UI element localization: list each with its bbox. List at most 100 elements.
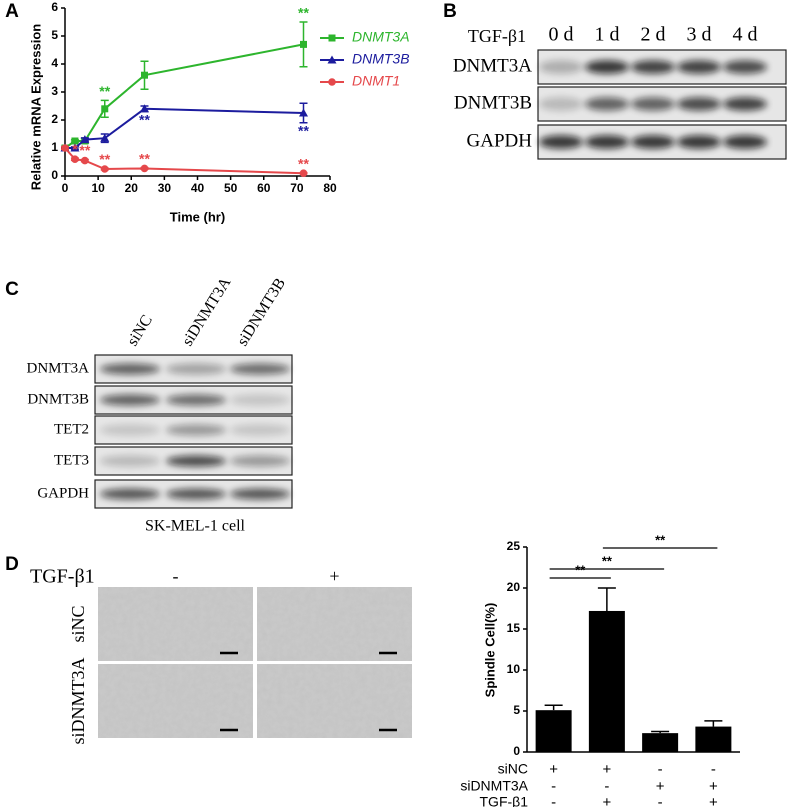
blot-band: [631, 135, 675, 149]
row-label: siDNMT3A: [68, 657, 88, 744]
blot-band: [230, 488, 290, 500]
blot-band: [166, 394, 226, 406]
data-point: [299, 108, 308, 117]
blot-band: [723, 97, 767, 111]
y-tick-label: 4: [51, 56, 58, 70]
blot-band: [230, 394, 290, 406]
data-point: [141, 71, 148, 79]
data-point: [100, 133, 110, 142]
legend-marker: [328, 78, 336, 86]
condition-sign: +: [656, 778, 665, 795]
y-tick-label: 6: [51, 0, 58, 14]
significance-label: **: [655, 532, 666, 547]
blot-band: [539, 60, 583, 74]
bar: [695, 726, 732, 752]
data-point: [81, 156, 89, 165]
blot-band: [166, 488, 226, 500]
significance-label: **: [99, 151, 110, 167]
significance-label: **: [298, 5, 309, 21]
significance-label: **: [139, 150, 150, 166]
blot-band: [677, 135, 721, 149]
micrograph-texture: [257, 664, 412, 738]
micrograph-texture: [98, 587, 253, 661]
blot-band: [723, 135, 767, 149]
blot-band: [631, 97, 675, 111]
legend-label: DNMT3B: [352, 51, 410, 67]
blot-band: [631, 60, 675, 74]
condition-sign: -: [551, 794, 556, 807]
blot-band: [166, 363, 226, 375]
blot-band: [585, 60, 629, 74]
data-point: [140, 104, 149, 113]
panel-label: A: [5, 1, 19, 22]
condition-sign: +: [549, 761, 558, 778]
condition-label: siNC: [498, 761, 528, 777]
significance-label: **: [602, 553, 613, 568]
significance-label: **: [99, 83, 110, 99]
data-point: [101, 105, 109, 113]
column-label: +: [329, 566, 339, 586]
condition-sign: -: [658, 761, 663, 778]
legend-label: DNMT1: [352, 73, 400, 89]
data-point: [100, 165, 109, 173]
y-axis-label: Relative mRNA Expression: [28, 24, 43, 190]
significance-label: **: [139, 111, 150, 127]
significance-label: *: [72, 141, 78, 157]
row-label: GAPDH: [37, 485, 89, 501]
y-axis-label: Spindle Cell(%): [482, 603, 497, 698]
column-label: -: [173, 566, 179, 586]
condition-sign: +: [602, 794, 611, 807]
error-bar: [544, 704, 563, 711]
row-label: TET3: [54, 452, 89, 468]
x-tick-label: 20: [125, 181, 139, 195]
blot-band: [100, 363, 160, 375]
data-point: [80, 135, 90, 144]
condition-sign: -: [658, 794, 663, 807]
caption: SK-MEL-1 cell: [145, 518, 246, 535]
y-tick-label: 3: [51, 84, 58, 98]
blot-band: [677, 97, 721, 111]
row-label: DNMT3B: [454, 92, 532, 113]
y-tick-label: 10: [507, 662, 521, 676]
bar: [535, 710, 572, 752]
legend-marker: [327, 55, 337, 64]
legend-label: DNMT3A: [352, 29, 410, 45]
legend-marker: [328, 34, 336, 42]
micrograph-texture: [257, 587, 412, 661]
condition-label: TGF-β1: [480, 794, 529, 807]
condition-sign: +: [602, 761, 611, 778]
lane-label: 4 d: [733, 24, 758, 46]
x-tick-label: 50: [224, 181, 238, 195]
row-label: DNMT3A: [27, 360, 90, 376]
blot-band: [166, 424, 226, 436]
row-label: TET2: [54, 421, 89, 437]
data-point: [71, 137, 79, 145]
lane-label: 1 d: [595, 24, 620, 46]
y-tick-label: 2: [51, 112, 58, 126]
x-tick-label: 10: [91, 181, 105, 195]
blot-band: [677, 60, 721, 74]
data-point: [61, 144, 69, 152]
panel-label: C: [5, 279, 19, 300]
blot-band: [539, 135, 583, 149]
lane-label: 2 d: [641, 24, 666, 46]
y-tick-label: 0: [51, 168, 58, 182]
y-tick-label: 5: [51, 28, 58, 42]
row-label: siNC: [68, 605, 88, 642]
error-bar: [704, 720, 723, 727]
condition-sign: +: [709, 794, 718, 807]
bar: [642, 733, 679, 752]
lane-label: 3 d: [687, 24, 712, 46]
x-tick-label: 60: [257, 181, 271, 195]
x-axis-label: Time (hr): [170, 209, 225, 224]
bar: [588, 610, 625, 752]
y-tick-label: 5: [513, 703, 520, 717]
condition-sign: -: [711, 761, 716, 778]
data-point: [300, 40, 307, 48]
blot-band: [100, 424, 160, 436]
y-tick-label: 0: [513, 744, 520, 758]
treatment-label: TGF-β1: [468, 26, 526, 46]
lane-label: siNC: [124, 312, 156, 349]
blot-band: [723, 60, 767, 74]
